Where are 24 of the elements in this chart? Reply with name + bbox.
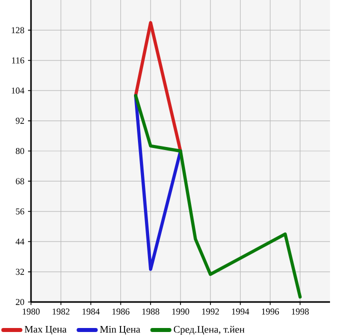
x-tick-label: 1988 [142, 308, 160, 315]
legend-label: Max Цена [24, 326, 67, 335]
y-tick-label: 104 [12, 88, 24, 94]
x-tick-label: 1980 [22, 308, 40, 315]
y-tick-label: 128 [12, 27, 24, 34]
x-tick-label: 1994 [232, 308, 250, 315]
x-tick-label: 1982 [52, 308, 70, 315]
x-tick-label: 1986 [112, 308, 130, 315]
y-tick-label: 32 [16, 268, 24, 275]
x-tick-label: 1996 [262, 308, 279, 315]
x-tick-label: 1984 [82, 308, 100, 315]
y-tick-label: 68 [16, 178, 24, 184]
y-tick-label: 44 [16, 238, 24, 245]
x-tick-label: 1998 [292, 308, 309, 315]
y-tick-label: 56 [16, 208, 24, 214]
legend-label: Сред.Цена, т.йен [174, 326, 244, 335]
y-tick-label: 92 [16, 118, 24, 124]
line-series [134, 94, 302, 299]
x-tick-label: 1992 [202, 308, 219, 315]
y-tick-label: 20 [16, 298, 24, 306]
y-tick-label: 116 [12, 57, 24, 64]
x-tick-label: 1990 [172, 308, 190, 315]
legend-label: Min Цена [100, 326, 140, 335]
y-tick-label: 80 [16, 148, 24, 154]
